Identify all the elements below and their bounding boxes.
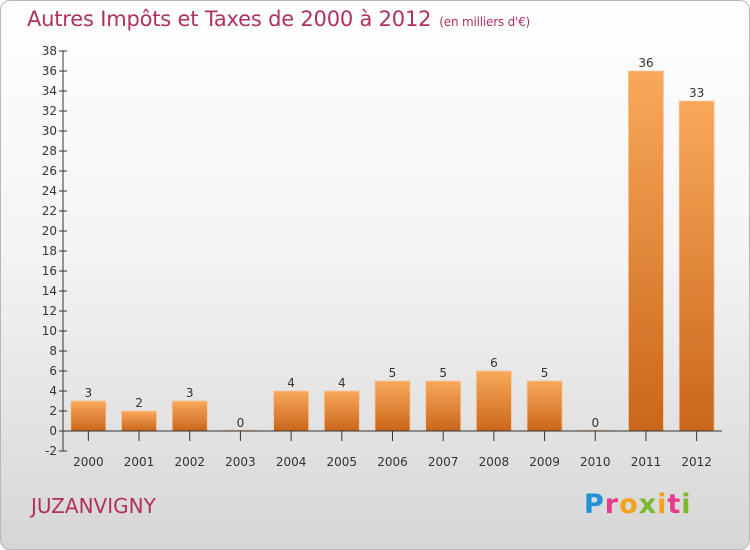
bar-value-label: 5 bbox=[541, 366, 549, 380]
bar bbox=[678, 100, 715, 432]
logo-letter: o bbox=[619, 489, 639, 520]
logo-letter: x bbox=[638, 489, 658, 520]
x-tick-label: 2002 bbox=[174, 455, 205, 469]
x-tick-label: 2000 bbox=[73, 455, 104, 469]
bar-value-label: 2 bbox=[135, 396, 143, 410]
bar bbox=[121, 410, 157, 432]
y-tick-label: -2 bbox=[45, 444, 57, 458]
bar bbox=[70, 400, 107, 432]
y-tick-label: 12 bbox=[42, 304, 57, 318]
y-tick-label: 8 bbox=[49, 344, 57, 358]
bar-value-label: 33 bbox=[689, 86, 704, 100]
x-tick-label: 2006 bbox=[377, 455, 408, 469]
logo-letter: P bbox=[584, 489, 605, 520]
bar bbox=[526, 380, 563, 432]
y-tick-label: 4 bbox=[49, 384, 57, 398]
x-tick-label: 2012 bbox=[681, 455, 712, 469]
bar bbox=[475, 370, 512, 432]
logo-letter: i bbox=[681, 489, 692, 520]
y-tick-label: 22 bbox=[42, 204, 57, 218]
y-tick-label: 14 bbox=[42, 284, 57, 298]
y-tick-label: 10 bbox=[42, 324, 57, 338]
x-axis: 2000 2001 2002 2003 2004 2005 2006 2007 2008 2009… bbox=[63, 430, 722, 469]
x-tick-label: 2010 bbox=[580, 455, 611, 469]
chart-title-unit: (en milliers d'€) bbox=[439, 15, 531, 29]
bar-value-label: 3 bbox=[186, 386, 194, 400]
y-tick-label: 24 bbox=[42, 184, 57, 198]
x-tick-label: 2003 bbox=[225, 455, 256, 469]
commune-name: JUZANVIGNY bbox=[31, 494, 156, 518]
bar-value-label: 4 bbox=[338, 376, 346, 390]
bar-value-label: 6 bbox=[490, 356, 498, 370]
y-tick-label: 2 bbox=[49, 404, 57, 418]
bar-value-label: 5 bbox=[439, 366, 447, 380]
y-tick-label: 18 bbox=[42, 244, 57, 258]
y-tick-label: 30 bbox=[42, 124, 57, 138]
chart-title-text: Autres Impôts et Taxes de 2000 à 2012 bbox=[27, 7, 432, 31]
x-tick-label: 2004 bbox=[276, 455, 307, 469]
x-tick-label: 2011 bbox=[631, 455, 662, 469]
logo-letter: i bbox=[657, 489, 668, 520]
bar bbox=[273, 390, 310, 432]
bar-value-label: 5 bbox=[389, 366, 397, 380]
x-tick-label: 2007 bbox=[428, 455, 459, 469]
bar-value-label: 0 bbox=[591, 416, 599, 430]
bar bbox=[425, 380, 462, 432]
proxiti-logo: Proxiti bbox=[584, 489, 692, 520]
bar-value-label: 0 bbox=[237, 416, 245, 430]
bar bbox=[374, 380, 411, 432]
y-tick-label: 0 bbox=[49, 424, 57, 438]
bar bbox=[628, 70, 664, 432]
x-tick-label: 2008 bbox=[479, 455, 510, 469]
logo-letter: r bbox=[604, 489, 620, 520]
x-tick-label: 2009 bbox=[529, 455, 560, 469]
bar-value-label: 4 bbox=[287, 376, 295, 390]
x-tick-label: 2005 bbox=[327, 455, 358, 469]
y-tick-label: 36 bbox=[42, 64, 57, 78]
bars: 3 2 3 0 4 4 5 5 6 5 0 36 33 bbox=[70, 56, 715, 432]
chart-title: Autres Impôts et Taxes de 2000 à 2012 (en… bbox=[27, 7, 530, 31]
logo-letter: t bbox=[667, 489, 682, 520]
y-tick-label: 38 bbox=[42, 44, 57, 58]
bar bbox=[323, 390, 360, 432]
x-tick-label: 2001 bbox=[124, 455, 155, 469]
y-tick-label: 28 bbox=[42, 144, 57, 158]
y-tick-label: 16 bbox=[42, 264, 57, 278]
bar bbox=[171, 400, 208, 432]
y-tick-label: 20 bbox=[42, 224, 57, 238]
y-tick-label: 6 bbox=[49, 364, 57, 378]
y-tick-label: 26 bbox=[42, 164, 57, 178]
y-tick-label: 34 bbox=[42, 84, 57, 98]
y-tick-label: 32 bbox=[42, 104, 57, 118]
bar-value-label: 3 bbox=[85, 386, 93, 400]
bar-value-label: 36 bbox=[638, 56, 653, 70]
